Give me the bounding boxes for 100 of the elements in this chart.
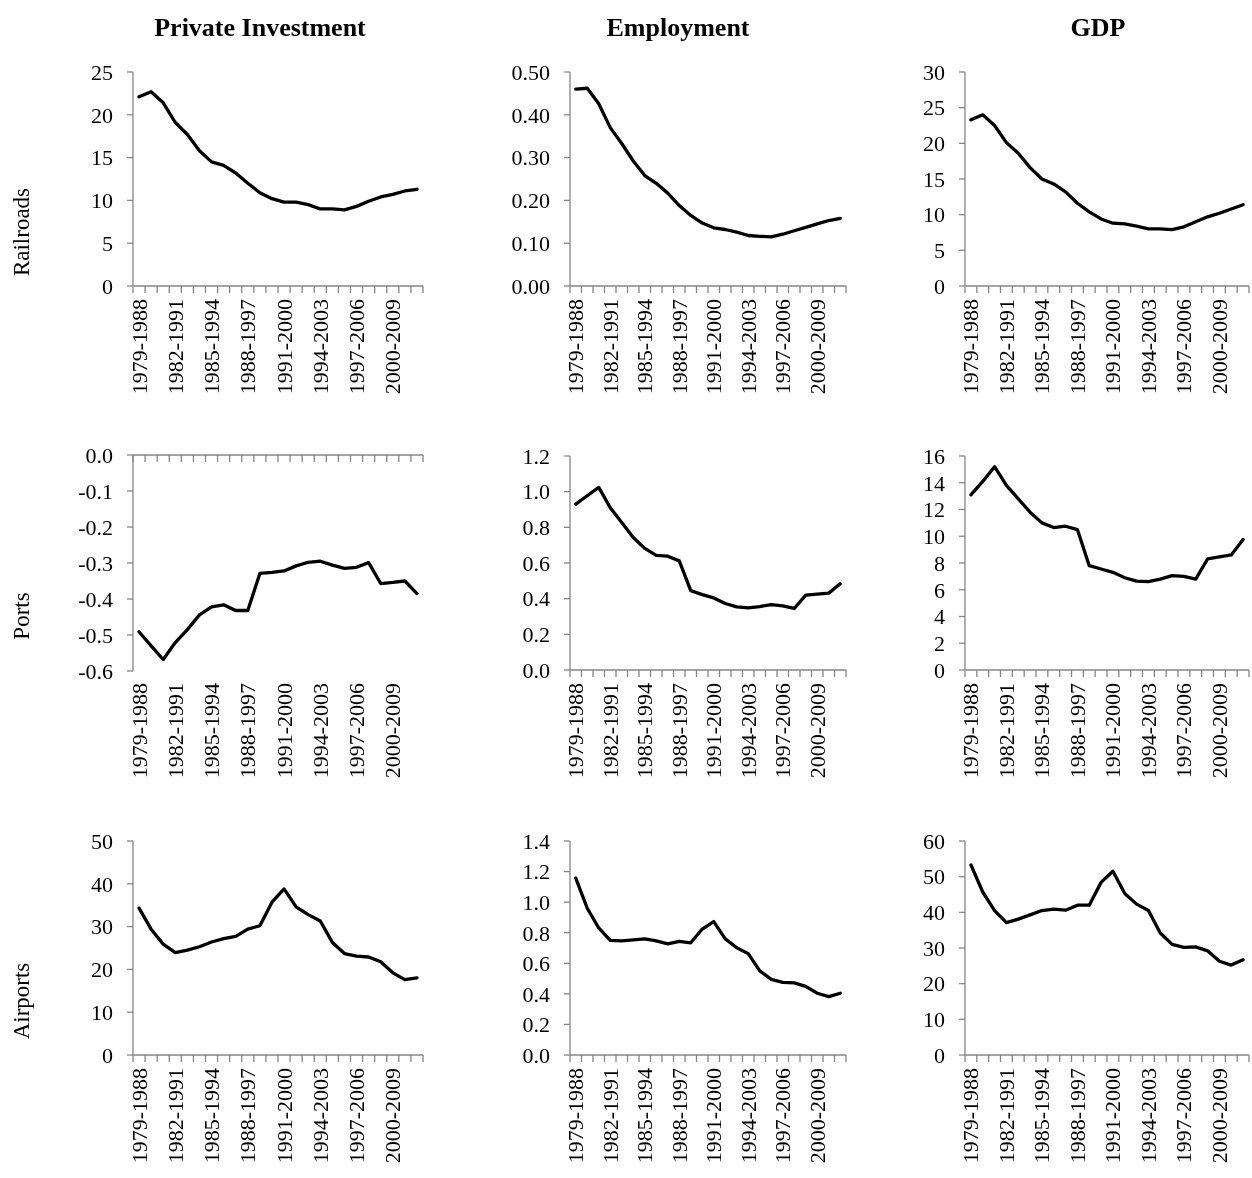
line-series	[137, 559, 419, 662]
line-series	[574, 485, 842, 611]
y-tick-label: 2	[934, 631, 945, 657]
x-tick-label: 1991-2000	[701, 683, 727, 779]
y-tick-label: 0.00	[511, 273, 550, 299]
x-tick-label: 1988-1997	[235, 299, 261, 395]
x-tick-label: 2000-2009	[380, 299, 406, 395]
x-tick-label: 1982-1991	[993, 299, 1019, 395]
y-tick-label: 25	[923, 95, 945, 121]
x-tick-label: 1979-1988	[958, 683, 984, 779]
x-tick-label: 1982-1991	[162, 1068, 188, 1164]
x-tick-label: 1988-1997	[666, 683, 692, 779]
y-tick-label: 30	[91, 914, 113, 940]
x-tick-label: 1982-1991	[162, 299, 188, 395]
y-tick-label: -0.4	[78, 586, 113, 612]
line-series	[969, 113, 1245, 232]
x-tick-label: 1991-2000	[271, 683, 297, 779]
y-tick-label: 0	[934, 1042, 945, 1068]
x-tick-label: 1997-2006	[1171, 683, 1197, 779]
x-tick-label: 1991-2000	[271, 1068, 297, 1164]
y-tick-label: 10	[91, 1000, 113, 1026]
y-tick-label: 5	[102, 231, 113, 257]
y-tick-label: 20	[91, 102, 113, 128]
line-series	[137, 887, 419, 982]
y-tick-label: 0.8	[522, 920, 550, 946]
y-tick-label: 20	[91, 957, 113, 983]
y-tick-label: 30	[923, 59, 945, 85]
x-tick-label: 1991-2000	[1100, 683, 1126, 779]
x-tick-label: 1982-1991	[993, 1068, 1019, 1164]
x-tick-label: 1994-2003	[307, 683, 333, 779]
y-tick-label: 0.30	[511, 145, 550, 171]
x-tick-label: 1997-2006	[1171, 299, 1197, 395]
x-tick-label: 1994-2003	[1135, 683, 1161, 779]
x-tick-label: 1991-2000	[1100, 299, 1126, 395]
y-tick-label: 20	[923, 971, 945, 997]
x-tick-label: 1994-2003	[735, 299, 761, 395]
chart-title: GDP	[1069, 12, 1127, 44]
y-tick-label: 6	[934, 577, 945, 603]
chart-title: Employment	[605, 12, 751, 44]
y-tick-label: 1.2	[522, 443, 550, 469]
y-tick-label: -0.2	[78, 514, 113, 540]
x-tick-label: 1997-2006	[770, 299, 796, 395]
x-tick-label: 1982-1991	[597, 683, 623, 779]
line-series	[574, 876, 842, 999]
x-tick-label: 1988-1997	[235, 683, 261, 779]
y-axis-title: Railroads	[9, 187, 35, 277]
y-tick-label: 0	[934, 657, 945, 683]
x-tick-label: 1997-2006	[344, 683, 370, 779]
y-tick-label: 5	[934, 238, 945, 264]
x-tick-label: 1991-2000	[1100, 1068, 1126, 1164]
x-tick-label: 1997-2006	[770, 1068, 796, 1164]
y-tick-label: 0	[102, 1042, 113, 1068]
x-tick-label: 2000-2009	[1206, 1068, 1232, 1164]
y-tick-label: -0.1	[78, 478, 113, 504]
chart-title: Private Investment	[153, 12, 367, 44]
x-tick-label: 1985-1994	[199, 299, 225, 395]
x-tick-label: 2000-2009	[804, 683, 830, 779]
y-tick-label: 0.4	[522, 981, 550, 1007]
x-tick-label: 1988-1997	[1064, 683, 1090, 779]
y-tick-label: 0.2	[522, 1012, 550, 1038]
x-tick-label: 1994-2003	[307, 299, 333, 395]
x-tick-label: 1988-1997	[235, 1068, 261, 1164]
y-tick-label: 0.50	[511, 59, 550, 85]
y-tick-label: 60	[923, 828, 945, 854]
x-tick-label: 1991-2000	[701, 1068, 727, 1164]
x-tick-label: 1988-1997	[666, 1068, 692, 1164]
x-tick-label: 1988-1997	[666, 299, 692, 395]
y-tick-label: 40	[91, 871, 113, 897]
y-tick-label: 0	[934, 273, 945, 299]
y-tick-label: 10	[923, 1007, 945, 1033]
x-tick-label: 1997-2006	[1171, 1068, 1197, 1164]
y-tick-label: 12	[923, 497, 945, 523]
y-tick-label: 0.4	[522, 586, 550, 612]
y-tick-label: 0.10	[511, 231, 550, 257]
x-tick-label: 1979-1988	[563, 299, 589, 395]
y-tick-label: 25	[91, 59, 113, 85]
y-tick-label: 10	[91, 188, 113, 214]
x-tick-label: 1985-1994	[632, 1068, 658, 1164]
x-tick-label: 2000-2009	[1206, 299, 1232, 395]
x-tick-label: 1988-1997	[1064, 1068, 1090, 1164]
x-tick-label: 1997-2006	[770, 683, 796, 779]
x-tick-label: 1979-1988	[958, 1068, 984, 1164]
y-tick-label: 16	[923, 443, 945, 469]
x-tick-label: 1985-1994	[199, 1068, 225, 1164]
line-series	[574, 86, 842, 239]
x-tick-label: 1982-1991	[162, 683, 188, 779]
y-tick-label: 15	[923, 166, 945, 192]
x-tick-label: 2000-2009	[380, 683, 406, 779]
y-tick-label: 10	[923, 202, 945, 228]
x-tick-label: 1979-1988	[958, 299, 984, 395]
y-tick-label: 40	[923, 900, 945, 926]
y-tick-label: 0.20	[511, 188, 550, 214]
x-tick-label: 1997-2006	[344, 1068, 370, 1164]
x-tick-label: 1991-2000	[701, 299, 727, 395]
x-tick-label: 1985-1994	[632, 299, 658, 395]
y-tick-label: 4	[934, 604, 945, 630]
y-tick-label: -0.5	[78, 622, 113, 648]
line-series	[969, 863, 1245, 967]
y-tick-label: 15	[91, 145, 113, 171]
y-tick-label: 0.40	[511, 102, 550, 128]
